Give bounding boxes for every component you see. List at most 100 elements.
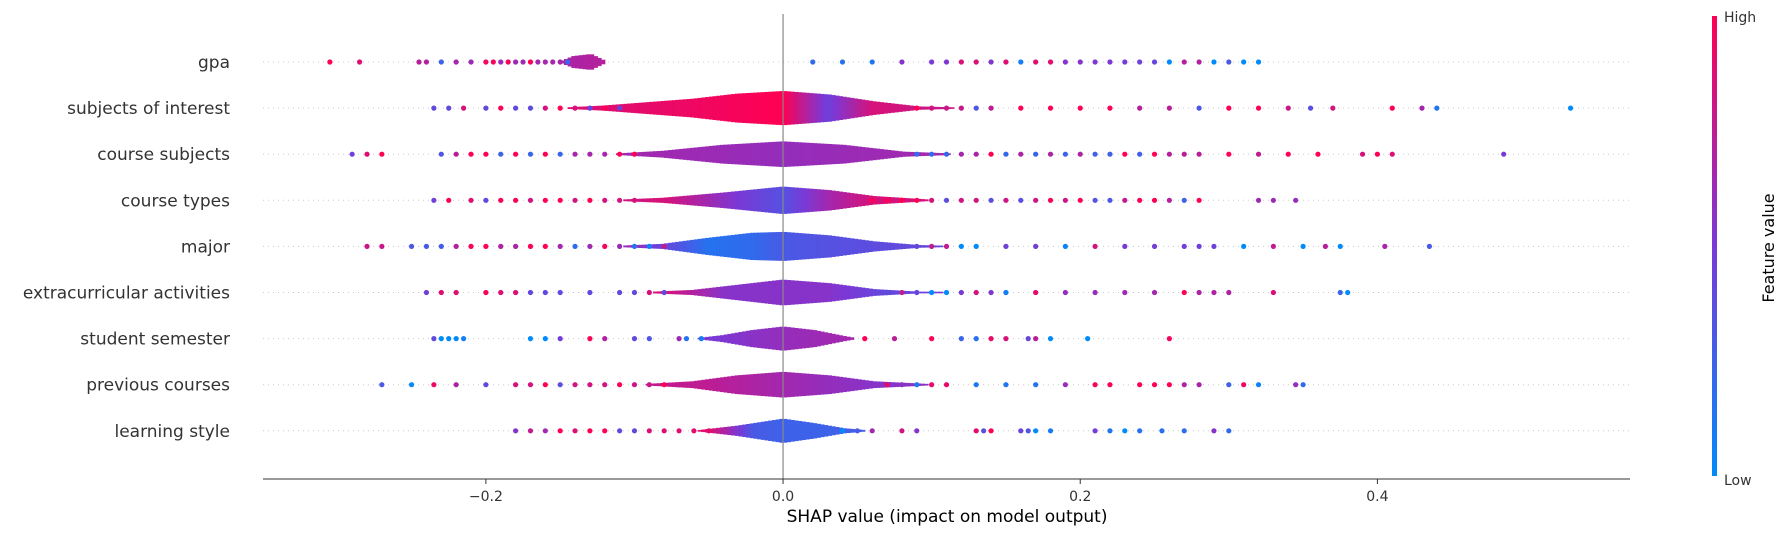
violin-slice [679, 290, 684, 295]
violin-slice [794, 372, 799, 397]
violin-slice [768, 187, 773, 213]
violin-slice [805, 422, 810, 440]
data-point [542, 289, 548, 296]
violin-slice [731, 333, 736, 344]
data-point [579, 59, 586, 65]
violin-slice [779, 279, 784, 306]
data-point [988, 151, 994, 157]
violin-slice [656, 383, 662, 387]
data-point [973, 336, 979, 342]
violin-slice [734, 191, 740, 210]
data-point [453, 336, 459, 342]
violin-slice [757, 92, 762, 124]
data-point [676, 336, 682, 342]
x-tick-label: 0.0 [772, 489, 794, 505]
violin-slice [838, 96, 844, 120]
violin-slice [801, 92, 806, 124]
feature-rows [263, 54, 1630, 443]
violin-slice [853, 378, 858, 391]
violin-slice [846, 145, 851, 164]
violin-slice [842, 96, 847, 120]
data-point [512, 243, 519, 249]
violin-slice [745, 283, 751, 302]
violin-slice [705, 146, 710, 163]
data-point [602, 105, 608, 111]
data-point [943, 197, 950, 203]
violin-slice [645, 151, 650, 157]
data-point [498, 289, 504, 296]
data-point [988, 289, 994, 296]
violin-slice [783, 91, 788, 126]
violin-slice [686, 240, 691, 253]
violin-slice [742, 93, 747, 123]
violin-slice [768, 372, 773, 397]
violin-slice [827, 283, 832, 302]
violin-slice [842, 237, 847, 256]
violin-slice [835, 334, 840, 343]
data-point [1255, 105, 1262, 111]
violin-slice [816, 234, 821, 259]
violin-slice [857, 379, 862, 391]
violin-slice [727, 285, 732, 300]
data-point [587, 428, 593, 434]
data-point [527, 243, 534, 249]
violin-slice [578, 106, 584, 110]
violin-slice [805, 373, 810, 396]
violin-slice [861, 379, 866, 390]
violin-slice [879, 241, 884, 251]
data-point [1166, 382, 1172, 388]
violin-slice [593, 105, 598, 111]
violin-slice [641, 244, 647, 249]
data-point [550, 59, 556, 65]
violin-slice [731, 234, 736, 258]
violin-slice [708, 145, 714, 163]
violin-slice [749, 283, 754, 302]
data-point [1389, 105, 1395, 111]
data-point [438, 336, 444, 342]
data-point [438, 289, 444, 296]
data-point [1122, 197, 1128, 203]
data-point [1151, 289, 1158, 296]
data-point [839, 428, 846, 434]
violin-slice [727, 235, 732, 258]
violin-slice [935, 106, 940, 110]
data-point [557, 197, 563, 203]
data-point [1181, 382, 1187, 388]
violin-slice [734, 144, 740, 165]
data-point [958, 197, 964, 203]
violin-slice [823, 282, 829, 303]
data-point [356, 59, 363, 65]
violin-slice [809, 142, 814, 166]
violin-slice [627, 152, 632, 156]
x-tick-label: 0.2 [1069, 489, 1091, 505]
data-point [617, 428, 623, 434]
data-point [973, 289, 979, 296]
colorbar-low-label: Low [1724, 473, 1752, 489]
violin-slice [820, 282, 825, 303]
violin-slice [760, 188, 766, 213]
violin-slice [719, 286, 725, 299]
data-point [631, 197, 638, 203]
data-point [810, 59, 816, 65]
violin-slice [679, 99, 684, 117]
data-point [490, 59, 496, 65]
violin-slice [679, 241, 684, 252]
data-point [1151, 59, 1158, 65]
data-point [617, 151, 623, 157]
violin-slice [567, 107, 572, 109]
data-point [1285, 151, 1291, 157]
violin-slice [723, 334, 728, 343]
violin-slice [827, 333, 832, 345]
data-point [1322, 243, 1328, 249]
data-point [617, 197, 623, 203]
violin-slice [734, 375, 740, 395]
data-point [1018, 197, 1024, 203]
data-point [416, 59, 422, 65]
data-point [929, 197, 935, 203]
violin-slice [935, 152, 940, 156]
violin-slice [861, 429, 866, 432]
violin-slice [608, 104, 613, 112]
data-point [631, 336, 638, 342]
data-point [943, 289, 950, 296]
violin-slice [812, 330, 818, 348]
